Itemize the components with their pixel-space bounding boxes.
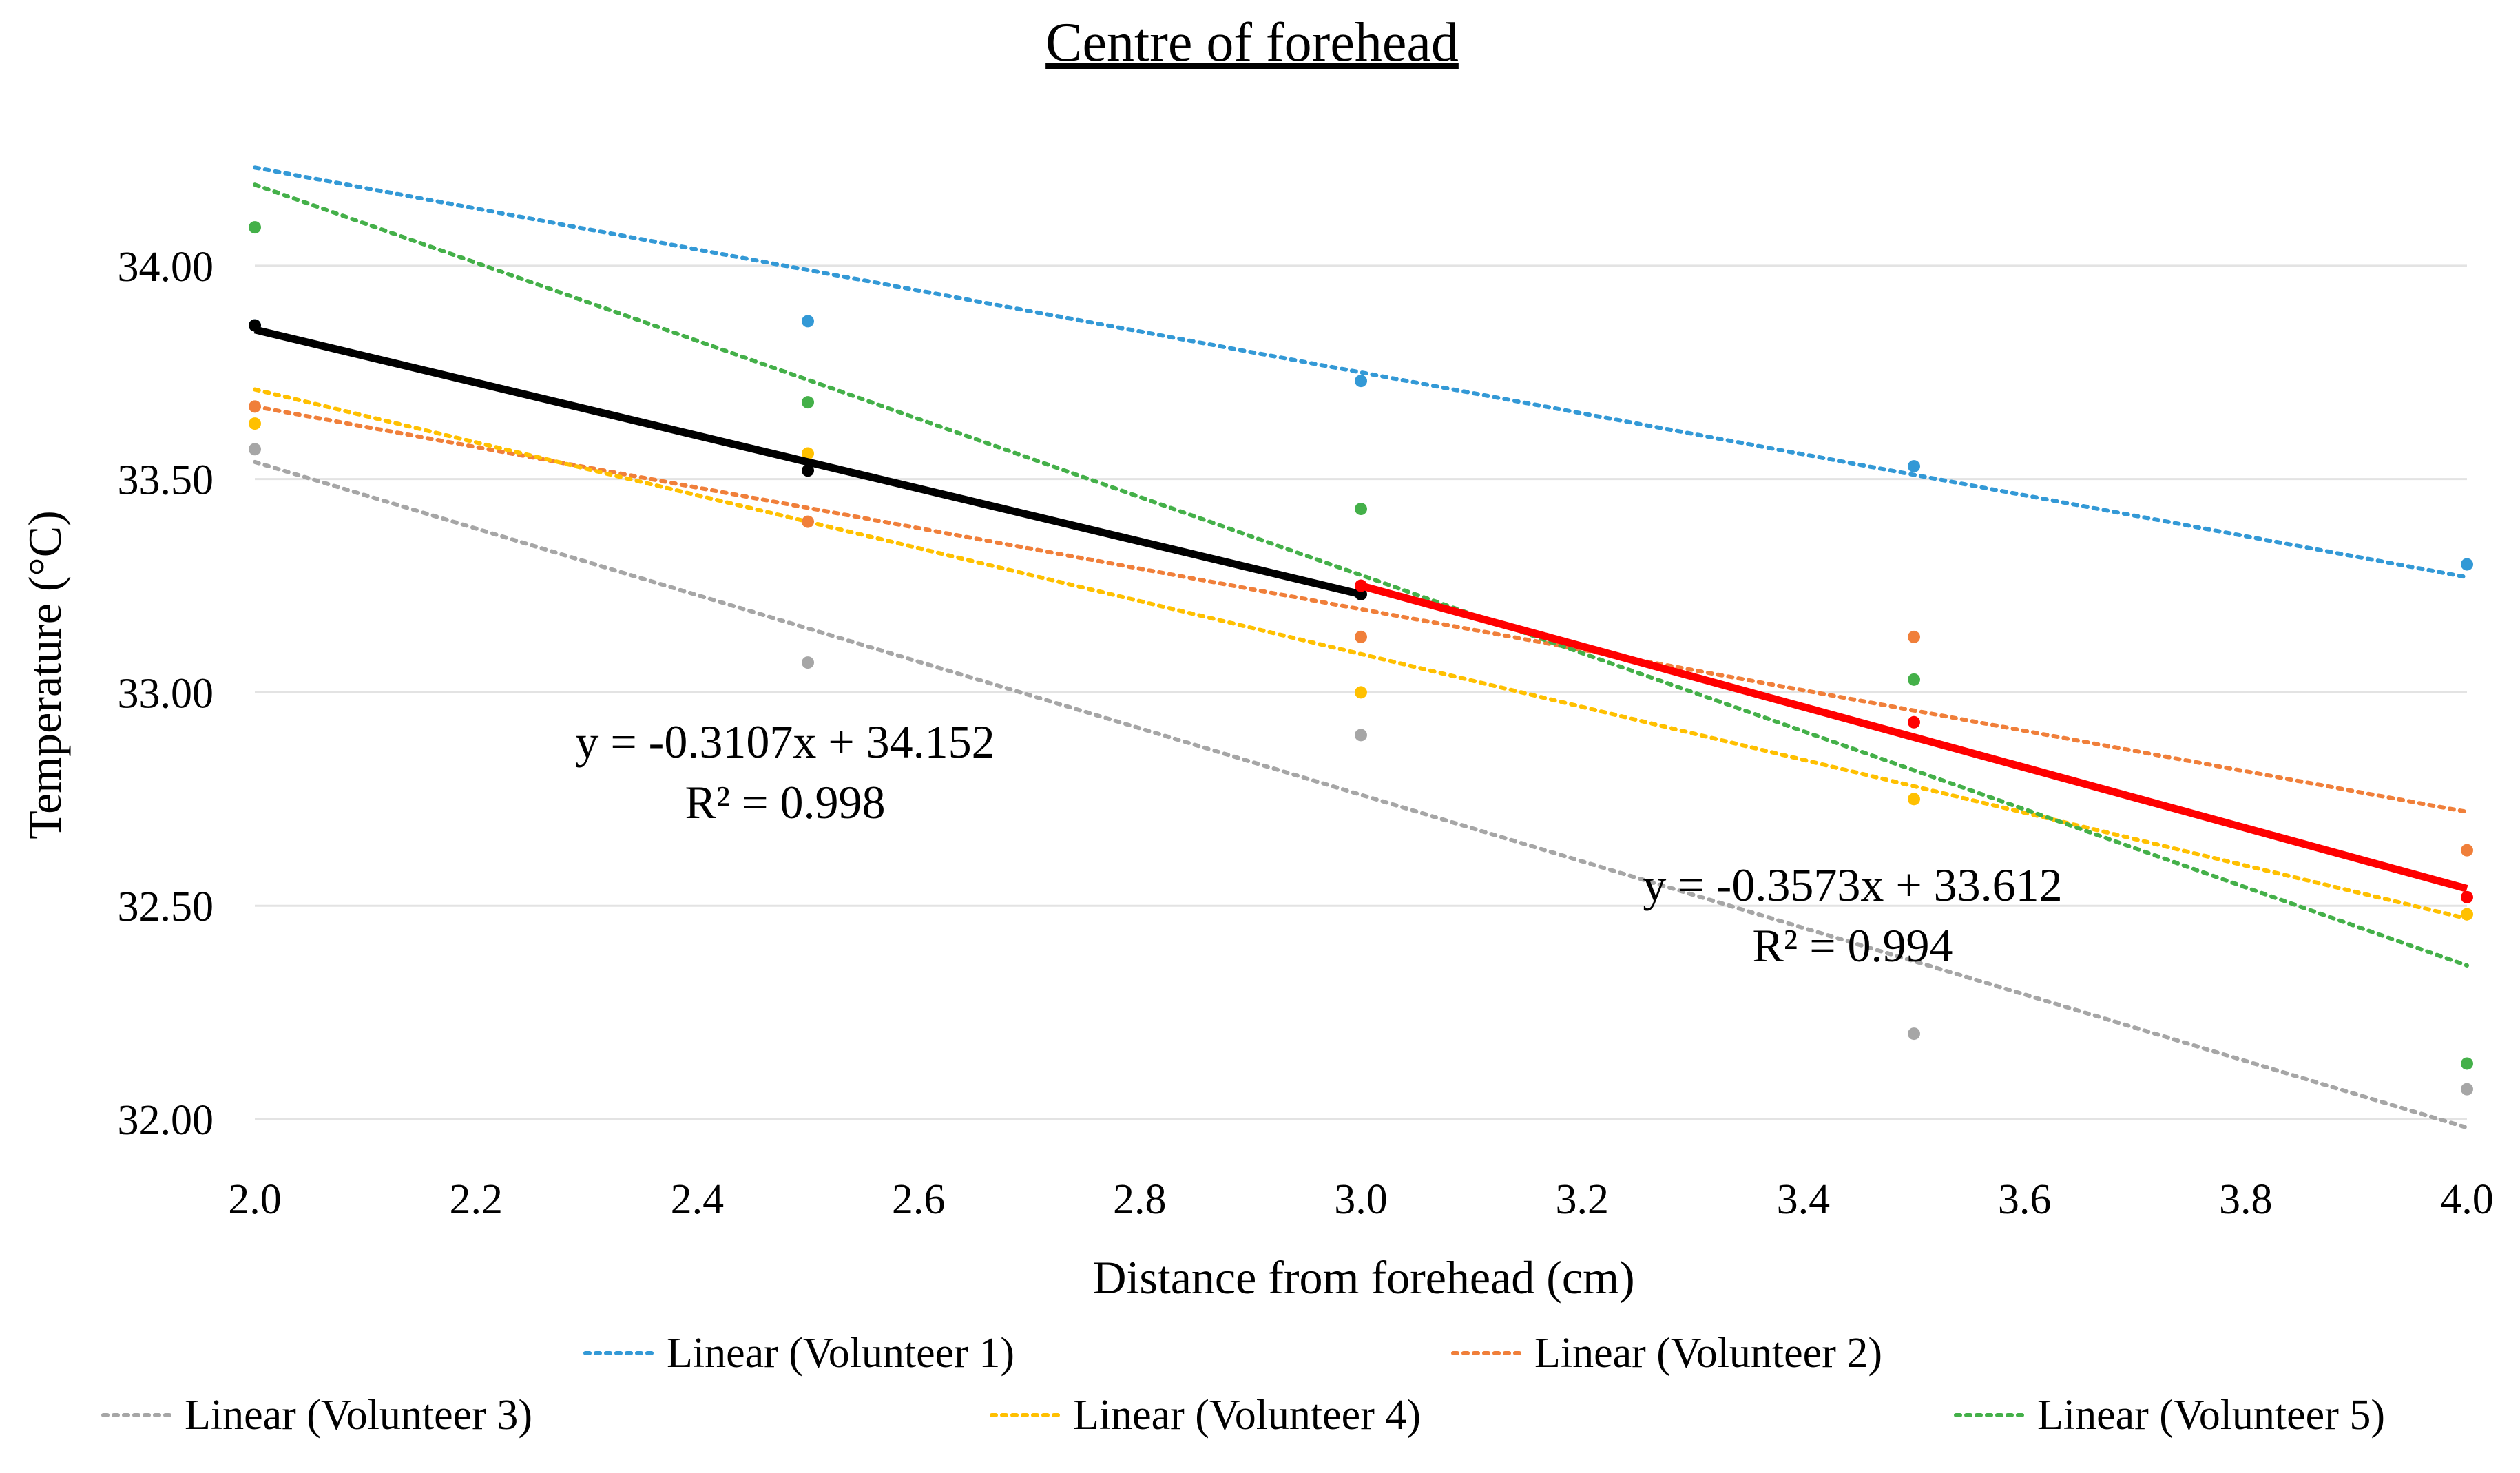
point-volunteer-3 bbox=[1355, 729, 1367, 742]
mean-line-red bbox=[1360, 582, 2468, 892]
point-volunteer-2 bbox=[802, 515, 814, 528]
mean-line-black bbox=[253, 326, 1362, 598]
trendline-volunteer-1 bbox=[253, 165, 2469, 580]
x-tick-label: 3.2 bbox=[1555, 1176, 1609, 1223]
data-points bbox=[249, 221, 2473, 1096]
legend: Linear (Volunteer 1) Linear (Volunteer 2)… bbox=[101, 1330, 2385, 1439]
point-volunteer-5 bbox=[1355, 503, 1367, 516]
point-volunteer-3 bbox=[1908, 1027, 1920, 1041]
point-volunteer-2 bbox=[1908, 630, 1920, 643]
x-tick-label: 2.0 bbox=[228, 1176, 282, 1223]
point-volunteer-5 bbox=[1908, 673, 1920, 686]
point-volunteer-1 bbox=[802, 315, 814, 328]
y-tick-label: 34.00 bbox=[118, 244, 214, 291]
equation-label-2: y = -0.3573x + 33.612 bbox=[1643, 859, 2062, 911]
x-tick-label: 3.6 bbox=[1998, 1176, 2052, 1223]
x-tick-label: 3.4 bbox=[1777, 1176, 1831, 1223]
legend-label-volunteer-2: Linear (Volunteer 2) bbox=[1534, 1330, 1882, 1377]
point-volunteer-4 bbox=[1355, 686, 1367, 699]
point-volunteer-4 bbox=[249, 417, 261, 430]
mean-point-black bbox=[802, 464, 814, 477]
legend-label-volunteer-4: Linear (Volunteer 4) bbox=[1073, 1392, 1421, 1439]
point-volunteer-2 bbox=[1355, 630, 1367, 643]
point-volunteer-1 bbox=[2461, 558, 2473, 571]
y-tick-label: 32.50 bbox=[118, 884, 214, 930]
point-volunteer-3 bbox=[2461, 1083, 2473, 1096]
y-tick-labels: 32.00 32.50 33.00 33.50 34.00 bbox=[118, 244, 214, 1144]
y-tick-label: 33.00 bbox=[118, 670, 214, 717]
point-volunteer-2 bbox=[249, 400, 261, 413]
x-tick-label: 2.6 bbox=[892, 1176, 946, 1223]
point-volunteer-5 bbox=[2461, 1057, 2473, 1070]
trendline-volunteer-4 bbox=[253, 387, 2469, 921]
point-volunteer-4 bbox=[2461, 908, 2473, 921]
point-volunteer-5 bbox=[802, 396, 814, 409]
mean-point-black bbox=[249, 319, 261, 332]
point-volunteer-1 bbox=[1908, 460, 1920, 473]
y-tick-label: 32.00 bbox=[118, 1097, 214, 1144]
y-tick-label: 33.50 bbox=[118, 457, 214, 504]
trendline-volunteer-3 bbox=[253, 459, 2469, 1130]
trendline-volunteer-5 bbox=[253, 182, 2469, 968]
mean-point-red bbox=[1355, 579, 1367, 592]
trendlines bbox=[253, 165, 2469, 1130]
r2-label-1: R² = 0.998 bbox=[685, 776, 885, 828]
point-volunteer-3 bbox=[249, 443, 261, 456]
mean-point-red bbox=[2461, 890, 2473, 903]
point-volunteer-4 bbox=[1908, 793, 1920, 806]
y-axis-label: Temperature (°C) bbox=[19, 510, 71, 839]
x-tick-label: 3.8 bbox=[2219, 1176, 2273, 1223]
legend-label-volunteer-1: Linear (Volunteer 1) bbox=[667, 1330, 1014, 1377]
point-volunteer-1 bbox=[1355, 375, 1367, 388]
mean-point-black bbox=[1355, 587, 1367, 600]
point-volunteer-4 bbox=[802, 447, 814, 460]
point-volunteer-3 bbox=[802, 656, 814, 669]
x-tick-label: 4.0 bbox=[2440, 1176, 2494, 1223]
chart-title: Centre of forehead bbox=[1045, 12, 1459, 73]
legend-label-volunteer-3: Linear (Volunteer 3) bbox=[185, 1392, 532, 1439]
x-tick-label: 2.4 bbox=[671, 1176, 725, 1223]
x-tick-label: 3.0 bbox=[1334, 1176, 1388, 1223]
r2-label-2: R² = 0.994 bbox=[1752, 919, 1953, 972]
mean-point-red bbox=[1908, 715, 1920, 729]
x-tick-labels: 2.0 2.2 2.4 2.6 2.8 3.0 3.2 3.4 3.6 3.8 4.0 bbox=[228, 1176, 2494, 1223]
point-volunteer-2 bbox=[2461, 844, 2473, 857]
x-axis-label: Distance from forehead (cm) bbox=[1092, 1251, 1634, 1304]
point-volunteer-5 bbox=[249, 221, 261, 234]
mean-lines bbox=[249, 319, 2473, 903]
trendline-volunteer-2 bbox=[253, 404, 2469, 814]
legend-label-volunteer-5: Linear (Volunteer 5) bbox=[2037, 1392, 2385, 1439]
equation-label-1: y = -0.3107x + 34.152 bbox=[575, 715, 995, 768]
x-tick-label: 2.8 bbox=[1113, 1176, 1167, 1223]
x-tick-label: 2.2 bbox=[449, 1176, 503, 1223]
